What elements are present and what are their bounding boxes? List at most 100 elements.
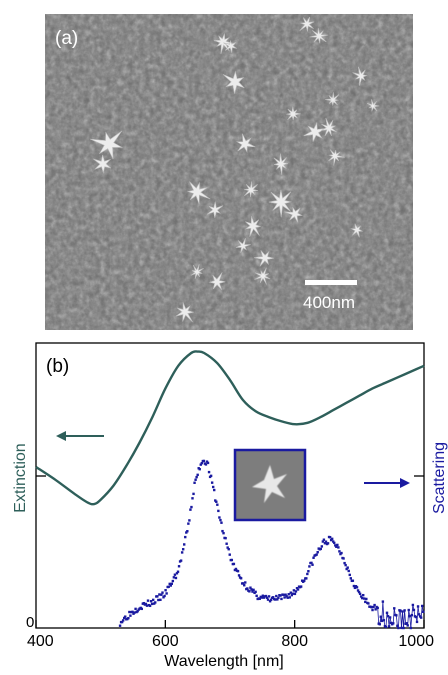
scattering-point: [348, 570, 350, 572]
scattering-noise-segment: [408, 610, 409, 625]
scattering-point: [238, 574, 240, 576]
scattering-point: [286, 597, 288, 599]
scattering-point: [252, 589, 254, 591]
scattering-point: [122, 619, 124, 621]
scattering-point: [248, 590, 250, 592]
scattering-point: [211, 481, 213, 483]
scattering-point: [134, 608, 136, 610]
plot-frame: [36, 343, 424, 628]
scattering-point: [321, 545, 323, 547]
scattering-point: [268, 595, 270, 597]
scattering-point: [178, 565, 180, 567]
scattering-point: [246, 587, 248, 589]
scattering-point: [280, 598, 282, 600]
scattering-point: [124, 615, 126, 617]
y-axis-left-label: Extinction: [12, 443, 29, 512]
scattering-point: [157, 599, 159, 601]
scattering-point: [364, 601, 366, 603]
scattering-point: [127, 617, 129, 619]
scattering-point: [186, 530, 188, 532]
scattering-noise-segment: [383, 602, 384, 621]
scattering-point: [161, 591, 163, 593]
scattering-point: [323, 539, 325, 541]
scattering-point: [356, 586, 358, 588]
scattering-point: [331, 538, 333, 540]
scattering-point: [196, 474, 198, 476]
scattering-point: [346, 566, 348, 568]
scattering-point: [255, 595, 257, 597]
scattering-point: [305, 577, 307, 579]
scattering-point: [352, 580, 354, 582]
scattering-point: [283, 596, 285, 598]
scattering-point: [216, 504, 218, 506]
scattering-point: [194, 479, 196, 481]
scattering-point: [373, 604, 375, 606]
panel-b-label: (b): [46, 356, 69, 377]
y-zero-label: 0: [26, 614, 34, 631]
extinction-series-line: [36, 351, 424, 504]
scattering-point: [338, 550, 340, 552]
scattering-point: [152, 599, 154, 601]
scattering-point: [300, 585, 302, 587]
scattering-point: [275, 595, 277, 597]
scattering-point: [237, 570, 239, 572]
scattering-point: [190, 506, 192, 508]
scattering-point: [150, 600, 152, 602]
scattering-point: [119, 625, 121, 627]
scattering-point: [277, 597, 279, 599]
scattering-noise-segment: [398, 610, 399, 628]
scattering-point: [191, 497, 193, 499]
scattering-point: [149, 605, 151, 607]
scattering-point: [219, 519, 221, 521]
scattering-point: [231, 559, 233, 561]
sem-micrograph: (a) 400nm: [45, 14, 413, 330]
scattering-point: [288, 593, 290, 595]
scattering-point: [218, 516, 220, 518]
scattering-noise-segment: [386, 613, 387, 627]
scattering-point: [274, 598, 276, 600]
scattering-point: [167, 586, 169, 588]
scattering-point: [159, 599, 161, 601]
scattering-point: [267, 598, 269, 600]
scattering-point: [182, 548, 184, 550]
scattering-point: [350, 577, 352, 579]
scattering-point: [229, 553, 231, 555]
scattering-point: [344, 564, 346, 566]
scattering-point: [325, 541, 327, 543]
scattering-point: [367, 602, 369, 604]
scattering-point: [171, 583, 173, 585]
scattering-point: [361, 597, 363, 599]
scattering-point: [201, 462, 203, 464]
scattering-point: [199, 468, 201, 470]
scattering-point: [370, 606, 372, 608]
scattering-point: [212, 486, 214, 488]
scattering-point: [306, 573, 308, 575]
scattering-noise-segment: [405, 610, 406, 623]
scattering-point: [193, 482, 195, 484]
scattering-point: [224, 537, 226, 539]
scattering-point: [222, 532, 224, 534]
scattering-point: [180, 559, 182, 561]
scattering-point: [189, 508, 191, 510]
scattering-point: [213, 489, 215, 491]
scattering-point: [359, 593, 361, 595]
scattering-point: [295, 590, 297, 592]
scattering-point: [128, 611, 130, 613]
scattering-point: [175, 577, 177, 579]
y-axis-right-label: Scattering: [431, 442, 448, 514]
scattering-point: [210, 475, 212, 477]
scattering-point: [163, 595, 165, 597]
scattering-point: [315, 553, 317, 555]
x-axis-label: Wavelength [nm]: [164, 653, 283, 670]
scattering-point: [141, 608, 143, 610]
x-tick-label: 1000: [398, 633, 434, 650]
scattering-point: [340, 552, 342, 554]
scattering-point: [311, 564, 313, 566]
scattering-point: [363, 597, 365, 599]
panel-a-label: (a): [55, 28, 78, 49]
scattering-point: [228, 548, 230, 550]
scattering-point: [158, 593, 160, 595]
scattering-point: [165, 592, 167, 594]
scattering-point: [244, 581, 246, 583]
scattering-point: [156, 595, 158, 597]
